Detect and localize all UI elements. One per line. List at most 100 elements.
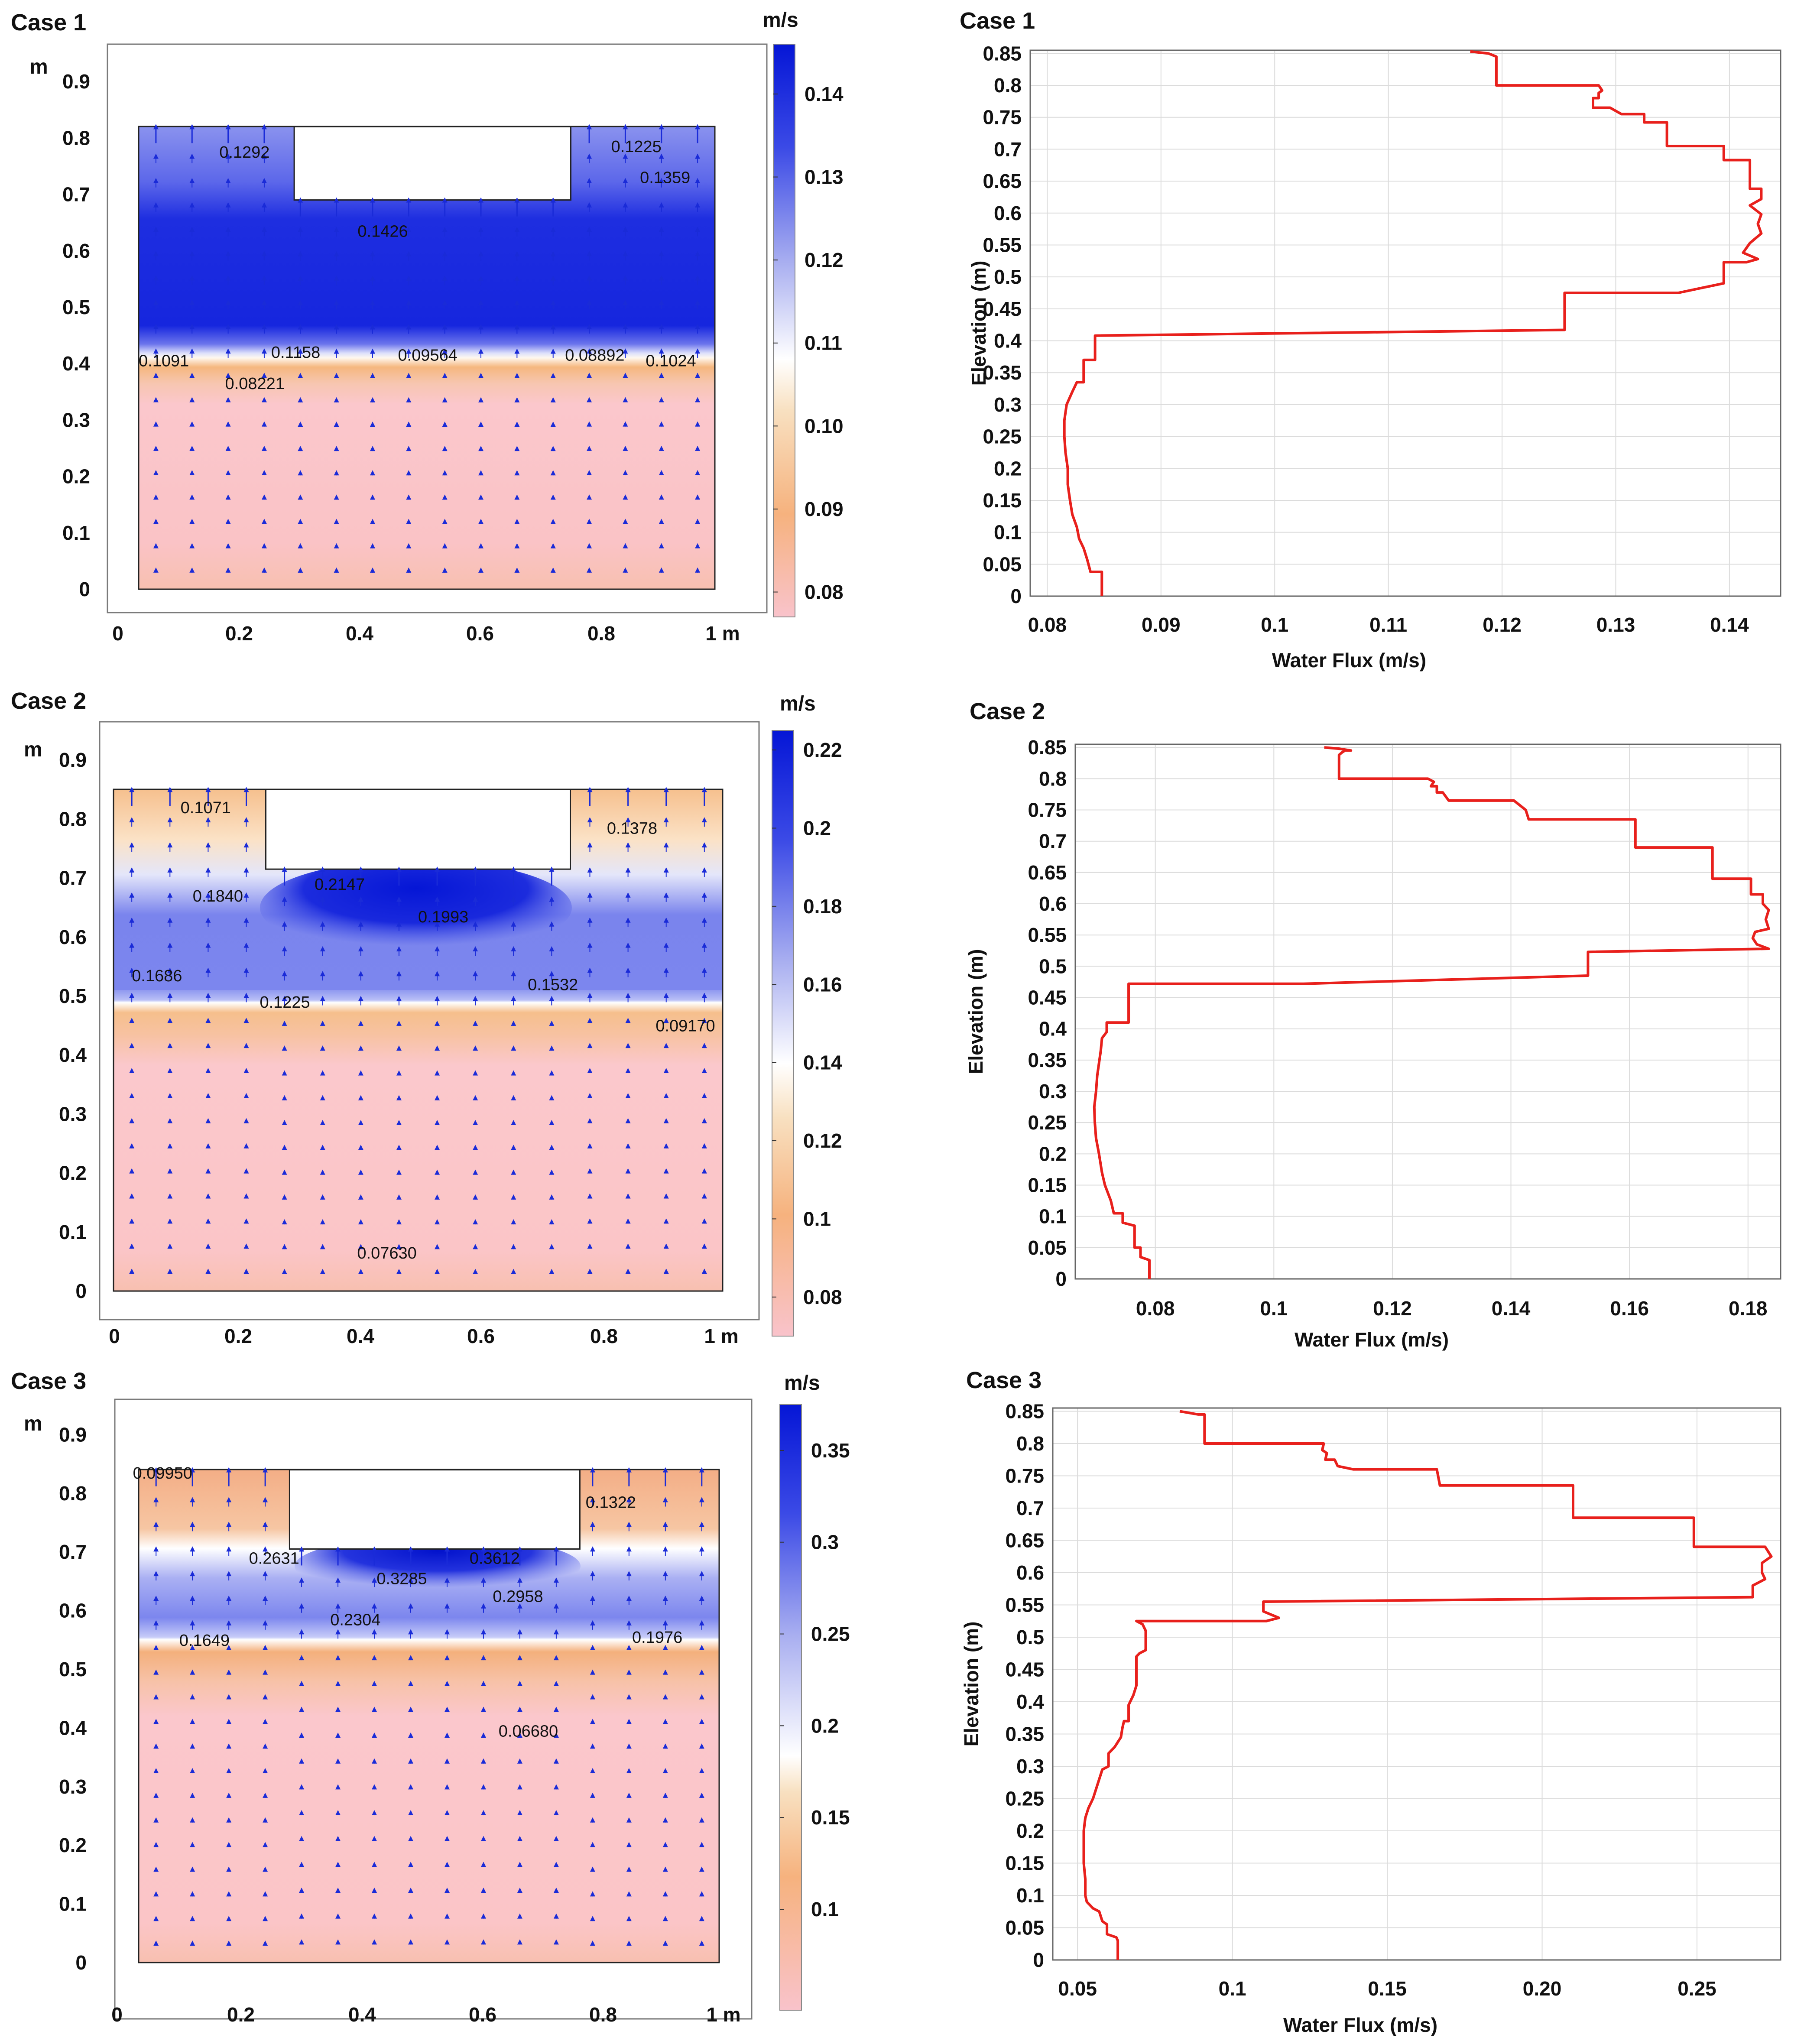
velocity-arrow-head	[623, 227, 628, 232]
velocity-arrow-head	[663, 1193, 669, 1199]
velocity-arrow-head	[167, 1168, 173, 1174]
velocity-arrow-head	[167, 1143, 173, 1149]
velocity-arrow-head	[587, 842, 593, 848]
velocity-arrow-head	[243, 1018, 249, 1023]
x-tick-label: 0	[111, 2003, 123, 2026]
velocity-arrow-head	[699, 1817, 704, 1823]
case2-profile-grid	[1075, 744, 1781, 1279]
velocity-arrow-head	[701, 1093, 707, 1098]
velocity-arrow-head	[396, 946, 402, 952]
x-tick-label: 1 m	[706, 2003, 740, 2026]
velocity-arrow-head	[435, 1020, 440, 1026]
velocity-arrow-head	[189, 153, 195, 159]
velocity-arrow-head	[625, 1143, 631, 1149]
velocity-arrow-head	[335, 1810, 341, 1816]
velocity-arrow-head	[695, 299, 701, 305]
x-tick-label: 0.1	[1260, 1297, 1288, 1320]
velocity-arrow-head	[243, 1118, 249, 1123]
y-tick-label: 0.2	[1039, 1142, 1067, 1165]
velocity-arrow-head	[153, 1916, 159, 1921]
velocity-arrow-head	[626, 1467, 632, 1473]
velocity-arrow-head	[129, 967, 135, 973]
velocity-arrow-head	[587, 153, 592, 159]
case1-flux-profile: Case 1 0.08 0.09 0.1 0.11 0.12 0.13 0.14 0 0.05…	[960, 8, 1781, 672]
case3-profile-xlabel: Water Flux (m/s)	[1283, 2014, 1437, 2036]
case2-map-x-ticks: 0 0.2 0.4 0.6 0.8 1 m	[109, 1325, 738, 1347]
velocity-arrow-head	[129, 892, 135, 898]
velocity-arrow-head	[153, 227, 159, 232]
contour-label: 0.1024	[646, 352, 696, 370]
velocity-arrow-head	[444, 1707, 450, 1712]
velocity-arrow-head	[189, 178, 195, 183]
velocity-arrow-head	[153, 202, 159, 208]
velocity-arrow-head	[663, 1269, 669, 1274]
velocity-arrow-head	[370, 397, 375, 402]
velocity-arrow-head	[205, 817, 211, 823]
velocity-arrow-head	[226, 1792, 232, 1798]
velocity-arrow-head	[261, 445, 267, 451]
contour-label: 0.2958	[493, 1587, 543, 1606]
velocity-arrow-head	[473, 1269, 478, 1274]
velocity-arrow-head	[320, 946, 325, 952]
velocity-arrow-head	[261, 251, 267, 256]
velocity-arrow-head	[659, 251, 664, 256]
y-tick-label: 0.25	[1005, 1787, 1044, 1810]
velocity-arrow-head	[335, 1577, 341, 1583]
velocity-arrow-head	[129, 1218, 135, 1224]
velocity-arrow-head	[190, 1792, 195, 1798]
velocity-arrow-head	[442, 300, 448, 305]
velocity-arrow-head	[225, 543, 231, 548]
velocity-arrow-head	[553, 1681, 559, 1686]
velocity-arrow-head	[335, 1784, 341, 1790]
velocity-arrow-head	[478, 519, 484, 524]
velocity-arrow-head	[625, 1018, 631, 1023]
case3-profile-title: Case 3	[966, 1367, 1042, 1393]
contour-label: 0.1091	[139, 352, 189, 370]
velocity-arrow-head	[263, 1467, 268, 1473]
velocity-arrow-head	[298, 324, 303, 330]
velocity-arrow-head	[587, 817, 593, 823]
velocity-arrow-head	[514, 300, 520, 305]
velocity-arrow-head	[659, 324, 664, 329]
velocity-arrow-head	[625, 892, 631, 898]
velocity-arrow-head	[243, 1168, 249, 1174]
velocity-arrow-head	[370, 227, 375, 232]
velocity-arrow-head	[662, 1940, 668, 1946]
velocity-arrow-head	[549, 1269, 555, 1274]
velocity-arrow-head	[190, 1522, 195, 1527]
velocity-arrow-head	[243, 1243, 249, 1249]
x-tick-label: 0.1	[1219, 1977, 1246, 2000]
velocity-arrow-head	[298, 197, 303, 203]
velocity-arrow-head	[263, 1694, 268, 1700]
velocity-arrow-head	[225, 275, 231, 281]
velocity-arrow-head	[590, 1497, 595, 1502]
y-tick-label: 0.5	[62, 296, 90, 318]
velocity-arrow-head	[553, 1577, 559, 1583]
case3-flux-series-line	[1082, 1410, 1773, 1960]
velocity-arrow-head	[695, 397, 701, 402]
velocity-arrow-head	[701, 1243, 707, 1249]
velocity-arrow-head	[587, 567, 592, 573]
velocity-arrow-head	[435, 996, 440, 1001]
velocity-arrow-head	[553, 1707, 559, 1712]
velocity-arrow-head	[225, 202, 231, 208]
velocity-arrow-head	[442, 397, 448, 402]
velocity-arrow-head	[190, 1719, 195, 1724]
velocity-arrow-head	[243, 942, 249, 948]
contour-label: 0.06680	[499, 1723, 558, 1741]
velocity-arrow-head	[190, 1940, 195, 1946]
velocity-arrow-head	[372, 1603, 377, 1609]
velocity-arrow-head	[261, 299, 267, 305]
velocity-arrow-head	[153, 124, 159, 130]
velocity-arrow-head	[473, 866, 478, 872]
contour-label: 0.09564	[398, 347, 457, 365]
velocity-arrow-head	[553, 1810, 559, 1816]
x-tick-label: 0.12	[1483, 613, 1522, 636]
velocity-arrow-head	[659, 519, 664, 524]
y-tick-label: 0.7	[59, 867, 87, 889]
velocity-arrow-head	[358, 1169, 363, 1175]
case2-flux-series-line	[1093, 746, 1770, 1279]
case1-profile-ylabel: Elevation (m)	[967, 261, 990, 386]
velocity-arrow-head	[167, 892, 173, 898]
velocity-arrow-head	[699, 1940, 704, 1946]
